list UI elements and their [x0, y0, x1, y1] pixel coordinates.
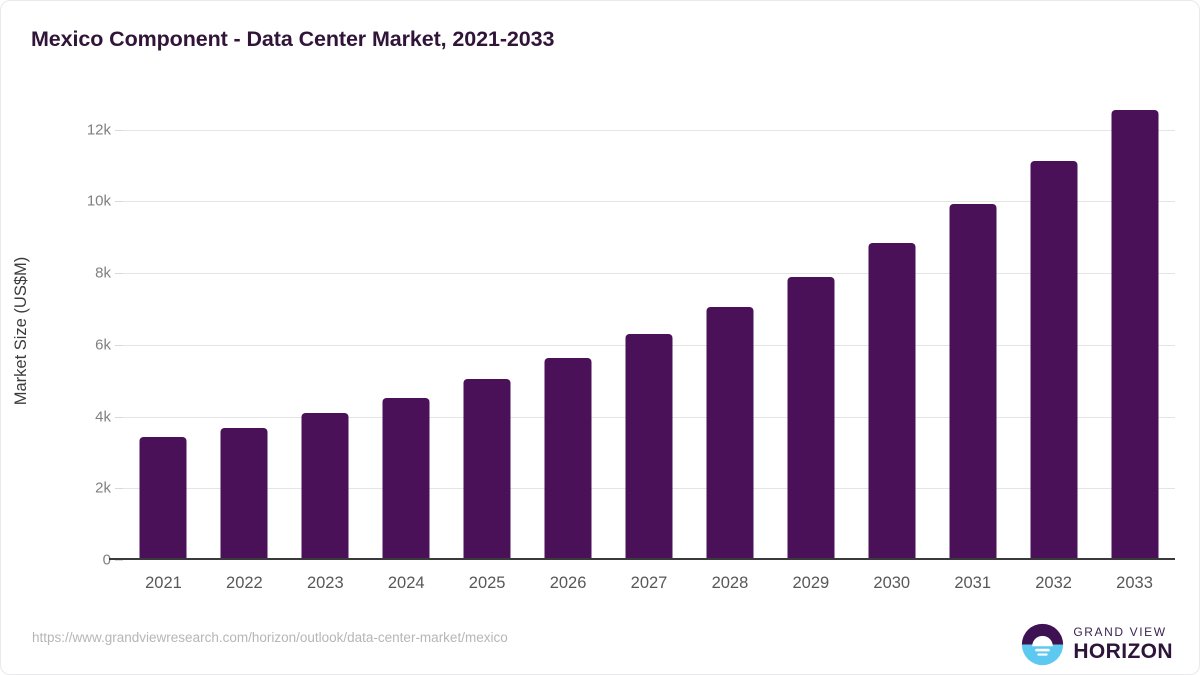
logo-wordmark: GRAND VIEW HORIZON — [1073, 626, 1173, 662]
x-axis-tick-label: 2029 — [792, 574, 830, 592]
bar-slot — [528, 101, 609, 560]
x-axis-tick-label: 2025 — [468, 574, 506, 592]
x-axis-tick-label: 2021 — [145, 574, 182, 592]
bar-slot — [1094, 101, 1175, 560]
y-axis-tick — [115, 488, 123, 490]
bar-series — [123, 101, 1175, 560]
bar[interactable] — [544, 358, 592, 560]
bar[interactable] — [463, 378, 511, 560]
bar-slot — [609, 101, 690, 560]
x-axis-tick-label: 2027 — [630, 574, 668, 592]
y-axis-tick — [115, 416, 123, 418]
bar-slot — [447, 101, 528, 560]
y-axis-tick — [115, 560, 123, 561]
bar[interactable] — [625, 334, 673, 560]
bar[interactable] — [382, 397, 430, 560]
bar[interactable] — [787, 276, 835, 560]
plot-area — [109, 101, 1175, 561]
x-axis-tick-label: 2028 — [711, 574, 749, 592]
gridline — [123, 273, 1175, 275]
bar[interactable] — [1111, 109, 1159, 560]
y-axis-tick-label: 4k — [95, 408, 111, 426]
x-axis-tick-label: 2031 — [954, 574, 992, 592]
x-axis-tick-label: 2032 — [1035, 574, 1072, 592]
x-axis-tick-label: 2030 — [873, 574, 911, 592]
bar-slot — [1013, 101, 1094, 560]
bar[interactable] — [1030, 160, 1078, 560]
y-axis-tick — [115, 344, 123, 346]
y-axis-title: Market Size (US$M) — [12, 256, 30, 405]
logo-line-horizon: HORIZON — [1073, 640, 1173, 663]
x-axis-tick-label: 2022 — [226, 574, 263, 592]
gridline — [123, 201, 1175, 203]
y-axis-tick-label: 10k — [86, 192, 111, 210]
bar-slot — [204, 101, 285, 560]
y-axis-tick-label: 0 — [102, 551, 111, 569]
bar[interactable] — [139, 437, 187, 560]
bar-slot — [285, 101, 366, 560]
y-axis-tick — [115, 273, 123, 275]
y-axis-tick-label: 2k — [95, 479, 111, 497]
horizon-sunrise-circle-icon — [1022, 623, 1064, 665]
page-title: Mexico Component - Data Center Market, 2… — [31, 27, 555, 51]
gridline — [123, 129, 1175, 131]
grand-view-horizon-logo[interactable]: GRAND VIEW HORIZON — [1021, 621, 1173, 667]
x-axis-tick-label: 2026 — [549, 574, 587, 592]
bar-slot — [851, 101, 932, 560]
bar-slot — [366, 101, 447, 560]
bar-slot — [123, 101, 204, 560]
bar-slot — [932, 101, 1013, 560]
x-axis-tick-label: 2023 — [306, 574, 344, 592]
y-axis-tick — [115, 201, 123, 203]
bar-slot — [689, 101, 770, 560]
y-axis-tick-label: 8k — [95, 264, 111, 282]
y-axis-tick-label: 6k — [95, 336, 111, 354]
bar[interactable] — [301, 412, 349, 560]
x-axis-tick-label: 2024 — [387, 574, 425, 592]
logo-line-grand-view: GRAND VIEW — [1073, 625, 1167, 639]
x-axis-line — [109, 558, 1175, 560]
x-axis-tick-label: 2033 — [1116, 574, 1153, 592]
source-url[interactable]: https://www.grandviewresearch.com/horizo… — [32, 630, 508, 645]
bar[interactable] — [949, 203, 997, 560]
bar[interactable] — [868, 242, 916, 560]
y-axis-tick-label: 12k — [86, 121, 111, 139]
bar-slot — [770, 101, 851, 560]
bar[interactable] — [706, 307, 754, 560]
y-axis-tick — [115, 129, 123, 131]
bar[interactable] — [220, 428, 268, 560]
